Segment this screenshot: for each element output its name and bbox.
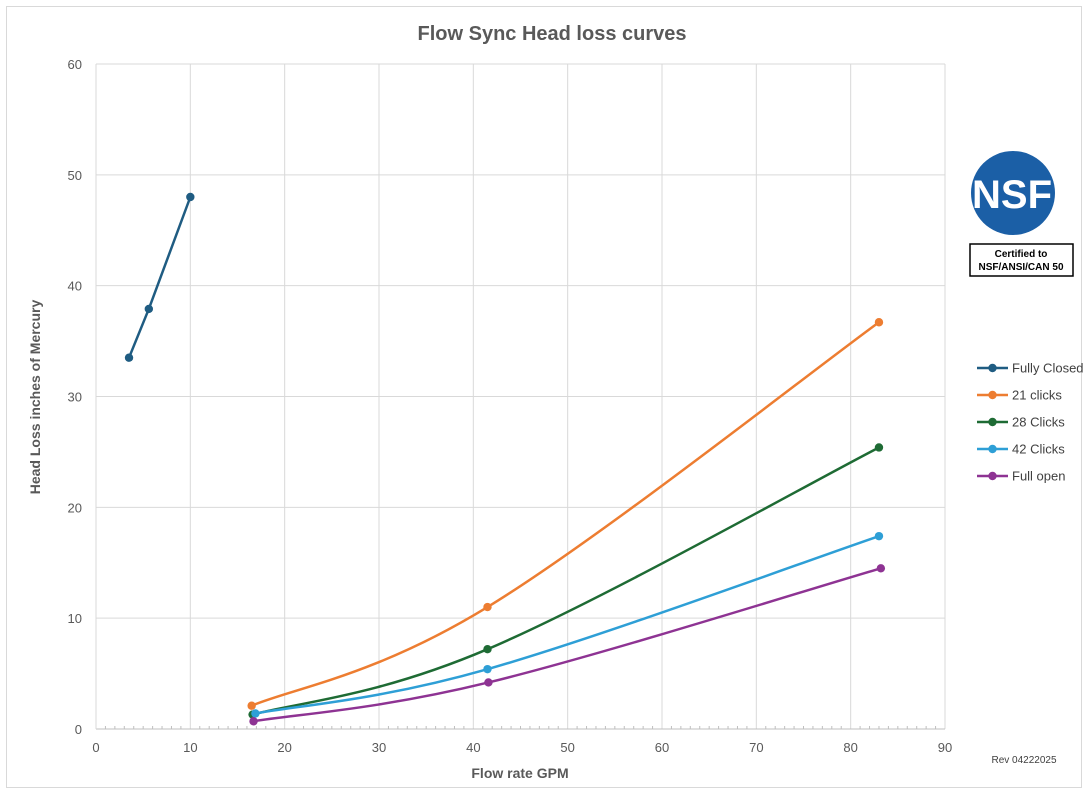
y-tick-label: 50 xyxy=(68,168,82,183)
legend-label-28-clicks: 28 Clicks xyxy=(1012,415,1065,430)
y-tick-label: 20 xyxy=(68,500,82,515)
y-tick-label: 30 xyxy=(68,390,82,405)
legend: Fully Closed 21 clicks 28 Clicks 42 Clicks F… xyxy=(977,361,1084,484)
legend-marker-fully-closed xyxy=(988,363,997,373)
data-point-21-clicks xyxy=(247,701,256,710)
legend-marker-42-clicks xyxy=(988,444,997,454)
axes: 0 10 20 30 40 50 60 70 80 90 0 10 20 30 40 50 60 xyxy=(68,57,953,755)
legend-label-42-clicks: 42 Clicks xyxy=(1012,442,1065,457)
data-point-full-open xyxy=(484,678,493,687)
x-tick-label: 70 xyxy=(749,740,763,755)
data-point-fully-closed xyxy=(186,192,195,202)
legend-label-fully-closed: Fully Closed xyxy=(1012,361,1084,376)
data-point-21-clicks xyxy=(874,318,884,327)
x-tick-label: 0 xyxy=(92,740,99,755)
x-tick-label: 30 xyxy=(372,740,386,755)
legend-label-full-open: Full open xyxy=(1012,469,1065,484)
data-point-full-open xyxy=(876,564,886,573)
data-point-42-clicks xyxy=(874,531,884,541)
data-point-42-clicks xyxy=(251,709,260,718)
legend-marker-21-clicks xyxy=(988,390,997,400)
data-point-full-open xyxy=(249,717,258,726)
x-tick-label: 10 xyxy=(183,740,197,755)
x-tick-label: 50 xyxy=(560,740,574,755)
data-point-28-clicks xyxy=(874,443,884,452)
nsf-logo-text: NSF xyxy=(972,173,1052,217)
data-point-28-clicks xyxy=(483,645,492,654)
series-line-42-clicks xyxy=(255,534,880,715)
x-tick-label: 60 xyxy=(655,740,669,755)
data-point-21-clicks xyxy=(483,602,492,612)
nsf-logo xyxy=(971,151,1055,235)
legend-marker-28-clicks xyxy=(988,417,997,427)
series-line-full-open xyxy=(253,567,882,723)
data-point-42-clicks xyxy=(483,664,492,674)
series-group xyxy=(124,192,886,726)
certification-line-1: Certified to xyxy=(995,249,1048,260)
series-line-28-clicks xyxy=(252,446,880,716)
x-tick-label: 80 xyxy=(843,740,857,755)
chart-frame xyxy=(6,6,1082,788)
legend-marker-full-open xyxy=(988,471,997,481)
x-tick-label: 40 xyxy=(466,740,480,755)
certification-line-2: NSF/ANSI/CAN 50 xyxy=(978,262,1063,273)
x-axis-label: Flow rate GPM xyxy=(471,765,568,781)
y-tick-label: 40 xyxy=(68,279,82,294)
legend-label-21-clicks: 21 clicks xyxy=(1012,388,1062,403)
y-axis-label: Head Loss inches of Mercury xyxy=(27,300,43,495)
grid xyxy=(96,63,946,729)
data-point-fully-closed xyxy=(124,353,134,362)
certification-box xyxy=(969,243,1074,277)
x-tick-label: 20 xyxy=(277,740,291,755)
y-tick-label: 60 xyxy=(68,57,82,72)
revision-label: Rev 04222025 xyxy=(991,755,1056,766)
chart-title: Flow Sync Head loss curves xyxy=(418,23,687,45)
data-point-fully-closed xyxy=(144,304,154,314)
y-tick-label: 0 xyxy=(75,722,82,737)
series-line-fully-closed xyxy=(127,196,192,359)
x-tick-label: 90 xyxy=(938,740,952,755)
y-tick-label: 10 xyxy=(68,611,82,626)
series-line-21-clicks xyxy=(251,321,880,707)
nsf-badge: NSF Certified to NSF/ANSI/CAN 50 xyxy=(969,151,1074,277)
